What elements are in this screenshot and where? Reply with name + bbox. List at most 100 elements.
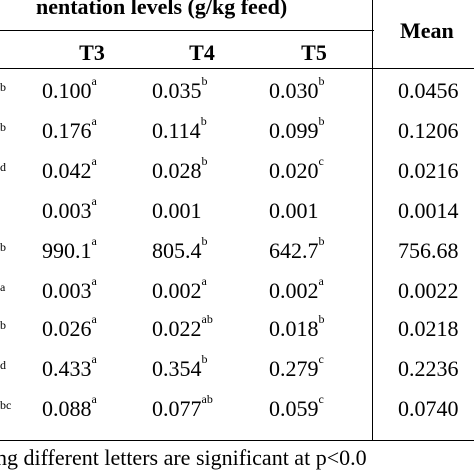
table-cell-t4: 0.028b: [152, 155, 208, 184]
row-edge-superscript: b: [0, 240, 6, 254]
cell-value: 0.026: [42, 316, 92, 341]
column-header-t3: T3: [79, 40, 105, 65]
significance-letter: b: [318, 234, 325, 248]
table-cell-mean: 0.0022: [398, 278, 459, 303]
cell-value: 0.077: [152, 396, 202, 421]
table-cell-t3: 0.088a: [42, 393, 97, 422]
cell-value: 0.028: [152, 158, 202, 183]
row-edge-superscript: b: [0, 80, 6, 94]
table-cell-t3: 990.1a: [42, 235, 97, 264]
cell-value: 642.7: [269, 238, 319, 263]
significance-letter: c: [318, 154, 324, 168]
significance-letter: b: [201, 352, 208, 366]
significance-letter: c: [318, 392, 324, 406]
cell-value: 0.035: [152, 78, 202, 103]
table-cell-t3: 0.176a: [42, 115, 97, 144]
significance-letter: b: [201, 234, 208, 248]
table-cell-t3: 0.100a: [42, 75, 97, 104]
significance-letter: b: [200, 114, 207, 128]
table-group-header: nentation levels (g/kg feed): [36, 0, 288, 19]
table-cell-t5: 642.7b: [269, 235, 325, 264]
cell-value: 0.433: [42, 356, 92, 381]
row-edge-superscript: b: [0, 120, 6, 134]
cell-value: 0.020: [269, 158, 319, 183]
column-header-t4: T4: [189, 40, 215, 65]
cell-value: 0.030: [269, 78, 319, 103]
cell-value: 0.042: [42, 158, 92, 183]
cell-value: 0.003: [42, 198, 92, 223]
cell-value: 0.022: [152, 316, 202, 341]
significance-letter: a: [91, 154, 97, 168]
table-cell-t4: 805.4b: [152, 235, 208, 264]
row-edge-superscript: a: [0, 280, 6, 294]
significance-letter: a: [91, 352, 97, 366]
cell-value: 0.100: [42, 78, 92, 103]
cell-value: 0.088: [42, 396, 92, 421]
mean-column-header: Mean: [400, 18, 454, 43]
table-cell-t3: 0.026a: [42, 313, 97, 342]
cell-value: 805.4: [152, 238, 202, 263]
row-edge-superscript: bc: [0, 398, 12, 412]
significance-letter: a: [201, 274, 207, 288]
table-cell-t3: 0.433a: [42, 353, 97, 382]
table-cell-mean: 0.0740: [398, 396, 459, 421]
significance-letter: b: [318, 74, 325, 88]
cell-value: 0.018: [269, 316, 319, 341]
table-cell-t5: 0.018b: [269, 313, 325, 342]
header-underline: [0, 30, 374, 31]
significance-letter: ab: [201, 312, 213, 326]
table-cell-t3: 0.003a: [42, 275, 97, 304]
table-cell-t3: 0.003a: [42, 195, 97, 224]
cell-value: 0.001: [152, 198, 202, 223]
row-edge-superscript: d: [0, 160, 6, 174]
significance-letter: a: [318, 274, 324, 288]
table-bottom-rule: [0, 440, 474, 441]
significance-letter: b: [318, 312, 325, 326]
table-cell-t4: 0.022ab: [152, 313, 213, 342]
mean-column-divider: [372, 0, 373, 440]
table-cell-mean: 0.0456: [398, 78, 459, 103]
significance-letter: c: [318, 352, 324, 366]
significance-letter: a: [91, 114, 97, 128]
cell-value: 0.176: [42, 118, 92, 143]
table-cell-t4: 0.035b: [152, 75, 208, 104]
table-cell-t4: 0.002a: [152, 275, 207, 304]
significance-letter: ab: [201, 392, 213, 406]
table-cell-t4: 0.001: [152, 198, 202, 224]
table-cell-t5: 0.030b: [269, 75, 325, 104]
table-cell-t5: 0.020c: [269, 155, 324, 184]
cell-value: 0.059: [269, 396, 319, 421]
cell-value: 0.003: [42, 278, 92, 303]
significance-letter: b: [201, 74, 208, 88]
significance-letter: a: [91, 234, 97, 248]
table-cell-mean: 756.68: [398, 238, 459, 263]
table-cell-mean: 0.0014: [398, 198, 459, 223]
cell-value: 990.1: [42, 238, 92, 263]
table-cell-mean: 0.2236: [398, 356, 459, 381]
cell-value: 0.099: [269, 118, 319, 143]
cell-value: 0.001: [269, 198, 319, 223]
table-cell-t4: 0.077ab: [152, 393, 213, 422]
table-cell-t5: 0.099b: [269, 115, 325, 144]
cell-value: 0.114: [152, 118, 201, 143]
table-cell-mean: 0.0218: [398, 316, 459, 341]
cell-value: 0.002: [152, 278, 202, 303]
row-edge-superscript: b: [0, 318, 6, 332]
cell-value: 0.354: [152, 356, 202, 381]
table-cell-t3: 0.042a: [42, 155, 97, 184]
table-cell-t4: 0.354b: [152, 353, 208, 382]
header-bottom-rule: [0, 68, 474, 69]
table-cell-mean: 0.1206: [398, 118, 459, 143]
cell-value: 0.002: [269, 278, 319, 303]
column-header-t5: T5: [301, 40, 327, 65]
significance-letter: b: [201, 154, 208, 168]
significance-letter: a: [91, 274, 97, 288]
cell-value: 0.279: [269, 356, 319, 381]
table-cell-t5: 0.279c: [269, 353, 324, 382]
table-cell-t5: 0.059c: [269, 393, 324, 422]
table-cell-t5: 0.001: [269, 198, 319, 224]
table-cell-mean: 0.0216: [398, 158, 459, 183]
significance-letter: b: [318, 114, 325, 128]
significance-letter: a: [91, 74, 97, 88]
significance-letter: a: [91, 312, 97, 326]
